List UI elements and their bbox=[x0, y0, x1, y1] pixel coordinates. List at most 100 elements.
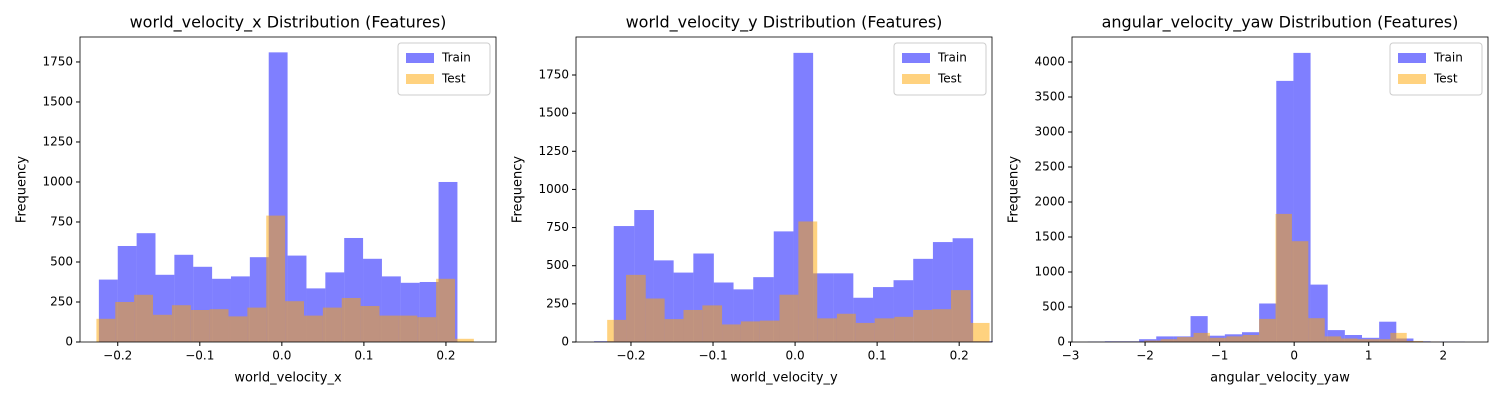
histogram-bar bbox=[894, 316, 914, 342]
histogram-bar bbox=[913, 309, 933, 342]
histogram-bar bbox=[228, 316, 248, 342]
histogram-bar bbox=[1242, 334, 1260, 342]
histogram-bar bbox=[1193, 332, 1210, 342]
y-tick-label: 1500 bbox=[1034, 229, 1065, 243]
histogram-bar bbox=[1226, 336, 1243, 342]
histogram-bar bbox=[190, 309, 210, 342]
legend-swatch bbox=[902, 53, 930, 63]
y-tick-label: 250 bbox=[50, 294, 73, 308]
y-tick-label: 500 bbox=[50, 254, 73, 268]
subplot: −0.2 −0.1 0.0 0.1 0.2 0 250 500 750 1000 1250 1500 1… bbox=[15, 13, 497, 386]
histogram-bar bbox=[304, 315, 323, 342]
y-tick-label: 750 bbox=[50, 214, 73, 228]
legend-label: Train bbox=[937, 51, 967, 65]
histogram-bar bbox=[134, 294, 154, 342]
x-axis-label: world_velocity_x bbox=[234, 371, 342, 386]
histogram-bar bbox=[1259, 318, 1276, 342]
y-tick-label: 1000 bbox=[42, 174, 73, 188]
histogram-bar bbox=[1156, 336, 1174, 342]
histogram-bar bbox=[398, 315, 418, 342]
histogram-bar bbox=[855, 322, 875, 342]
histogram-bar bbox=[96, 318, 116, 342]
histogram-bar bbox=[454, 338, 474, 342]
x-tick-label: 0.0 bbox=[786, 349, 805, 363]
x-axis-label: world_velocity_y bbox=[730, 371, 838, 386]
histogram-bar bbox=[436, 278, 455, 342]
legend-swatch bbox=[406, 53, 434, 63]
histogram-bar bbox=[970, 322, 990, 342]
histogram-bar bbox=[153, 314, 172, 342]
chart-title: angular_velocity_yaw Distribution (Featu… bbox=[1102, 13, 1459, 33]
y-tick-label: 1500 bbox=[42, 94, 73, 108]
histogram-bar bbox=[798, 221, 818, 342]
histogram-bar bbox=[1308, 318, 1325, 342]
histogram-bar bbox=[874, 318, 895, 342]
y-tick-label: 0 bbox=[1057, 335, 1065, 349]
histogram-bar bbox=[759, 320, 780, 342]
histogram-bar bbox=[1177, 337, 1194, 342]
histogram-bar bbox=[607, 319, 627, 342]
y-tick-label: 1750 bbox=[42, 54, 73, 68]
x-tick-label: −2 bbox=[1136, 349, 1154, 363]
x-tick-label: 0.1 bbox=[354, 349, 373, 363]
y-tick-label: 2500 bbox=[1034, 159, 1065, 173]
histogram-bar bbox=[1327, 330, 1345, 342]
histogram-bar bbox=[722, 324, 741, 342]
x-tick-label: 0.0 bbox=[272, 349, 291, 363]
y-tick-label: 4000 bbox=[1034, 54, 1065, 68]
x-tick-label: −1 bbox=[1211, 349, 1229, 363]
histogram-bar bbox=[360, 305, 380, 342]
axes-frame bbox=[79, 36, 497, 343]
histogram-bar bbox=[1160, 339, 1178, 342]
legend-label: Test bbox=[937, 72, 962, 86]
histogram-bar bbox=[209, 309, 229, 342]
histogram-bar bbox=[836, 313, 856, 342]
histogram-bar bbox=[247, 307, 267, 342]
y-tick-label: 1000 bbox=[1034, 264, 1065, 278]
y-tick-label: 1750 bbox=[538, 67, 569, 81]
x-tick-label: 0.1 bbox=[868, 349, 887, 363]
y-tick-label: 250 bbox=[546, 296, 569, 310]
y-tick-label: 1250 bbox=[42, 134, 73, 148]
y-tick-label: 3000 bbox=[1034, 124, 1065, 138]
y-tick-label: 1500 bbox=[538, 106, 569, 120]
x-tick-label: 0.2 bbox=[436, 349, 455, 363]
subplot: −0.2 −0.1 0.0 0.1 0.2 0 250 500 750 1000 1250 1500 1… bbox=[511, 13, 993, 386]
x-tick-label: −0.2 bbox=[616, 349, 645, 363]
histogram-bar bbox=[702, 305, 723, 342]
legend-swatch bbox=[902, 74, 930, 84]
x-tick-label: −3 bbox=[1062, 349, 1080, 363]
histogram-bar bbox=[171, 305, 191, 342]
x-tick-label: 1 bbox=[1365, 349, 1373, 363]
histogram-bar bbox=[115, 301, 135, 342]
histogram-bar bbox=[932, 309, 951, 342]
y-tick-label: 1250 bbox=[538, 144, 569, 158]
histogram-bar bbox=[1341, 338, 1358, 342]
x-tick-label: 0 bbox=[1290, 349, 1298, 363]
legend-swatch bbox=[1398, 74, 1426, 84]
y-tick-label: 750 bbox=[546, 220, 569, 234]
histogram-bar bbox=[779, 294, 799, 342]
histogram-bar bbox=[645, 298, 665, 342]
y-tick-label: 2000 bbox=[1034, 194, 1065, 208]
y-axis-label: Frequency bbox=[15, 156, 30, 223]
histogram-bar bbox=[664, 319, 684, 342]
y-tick-label: 1000 bbox=[538, 182, 569, 196]
y-axis-label: Frequency bbox=[1007, 156, 1022, 223]
legend-swatch bbox=[406, 74, 434, 84]
legend-label: Test bbox=[1433, 72, 1458, 86]
y-tick-label: 500 bbox=[546, 258, 569, 272]
chart-title: world_velocity_y Distribution (Features) bbox=[626, 13, 943, 33]
histogram-bar bbox=[1373, 339, 1391, 342]
histogram-bar bbox=[341, 297, 361, 342]
x-tick-label: −0.2 bbox=[103, 349, 132, 363]
histogram-bar bbox=[1324, 336, 1342, 342]
y-tick-label: 3500 bbox=[1034, 89, 1065, 103]
legend-label: Train bbox=[1433, 51, 1463, 65]
histogram-bar bbox=[626, 274, 646, 342]
x-tick-label: −0.1 bbox=[185, 349, 214, 363]
y-axis-label: Frequency bbox=[511, 156, 526, 223]
y-tick-label: 0 bbox=[561, 335, 569, 349]
histogram-bar bbox=[379, 315, 399, 342]
